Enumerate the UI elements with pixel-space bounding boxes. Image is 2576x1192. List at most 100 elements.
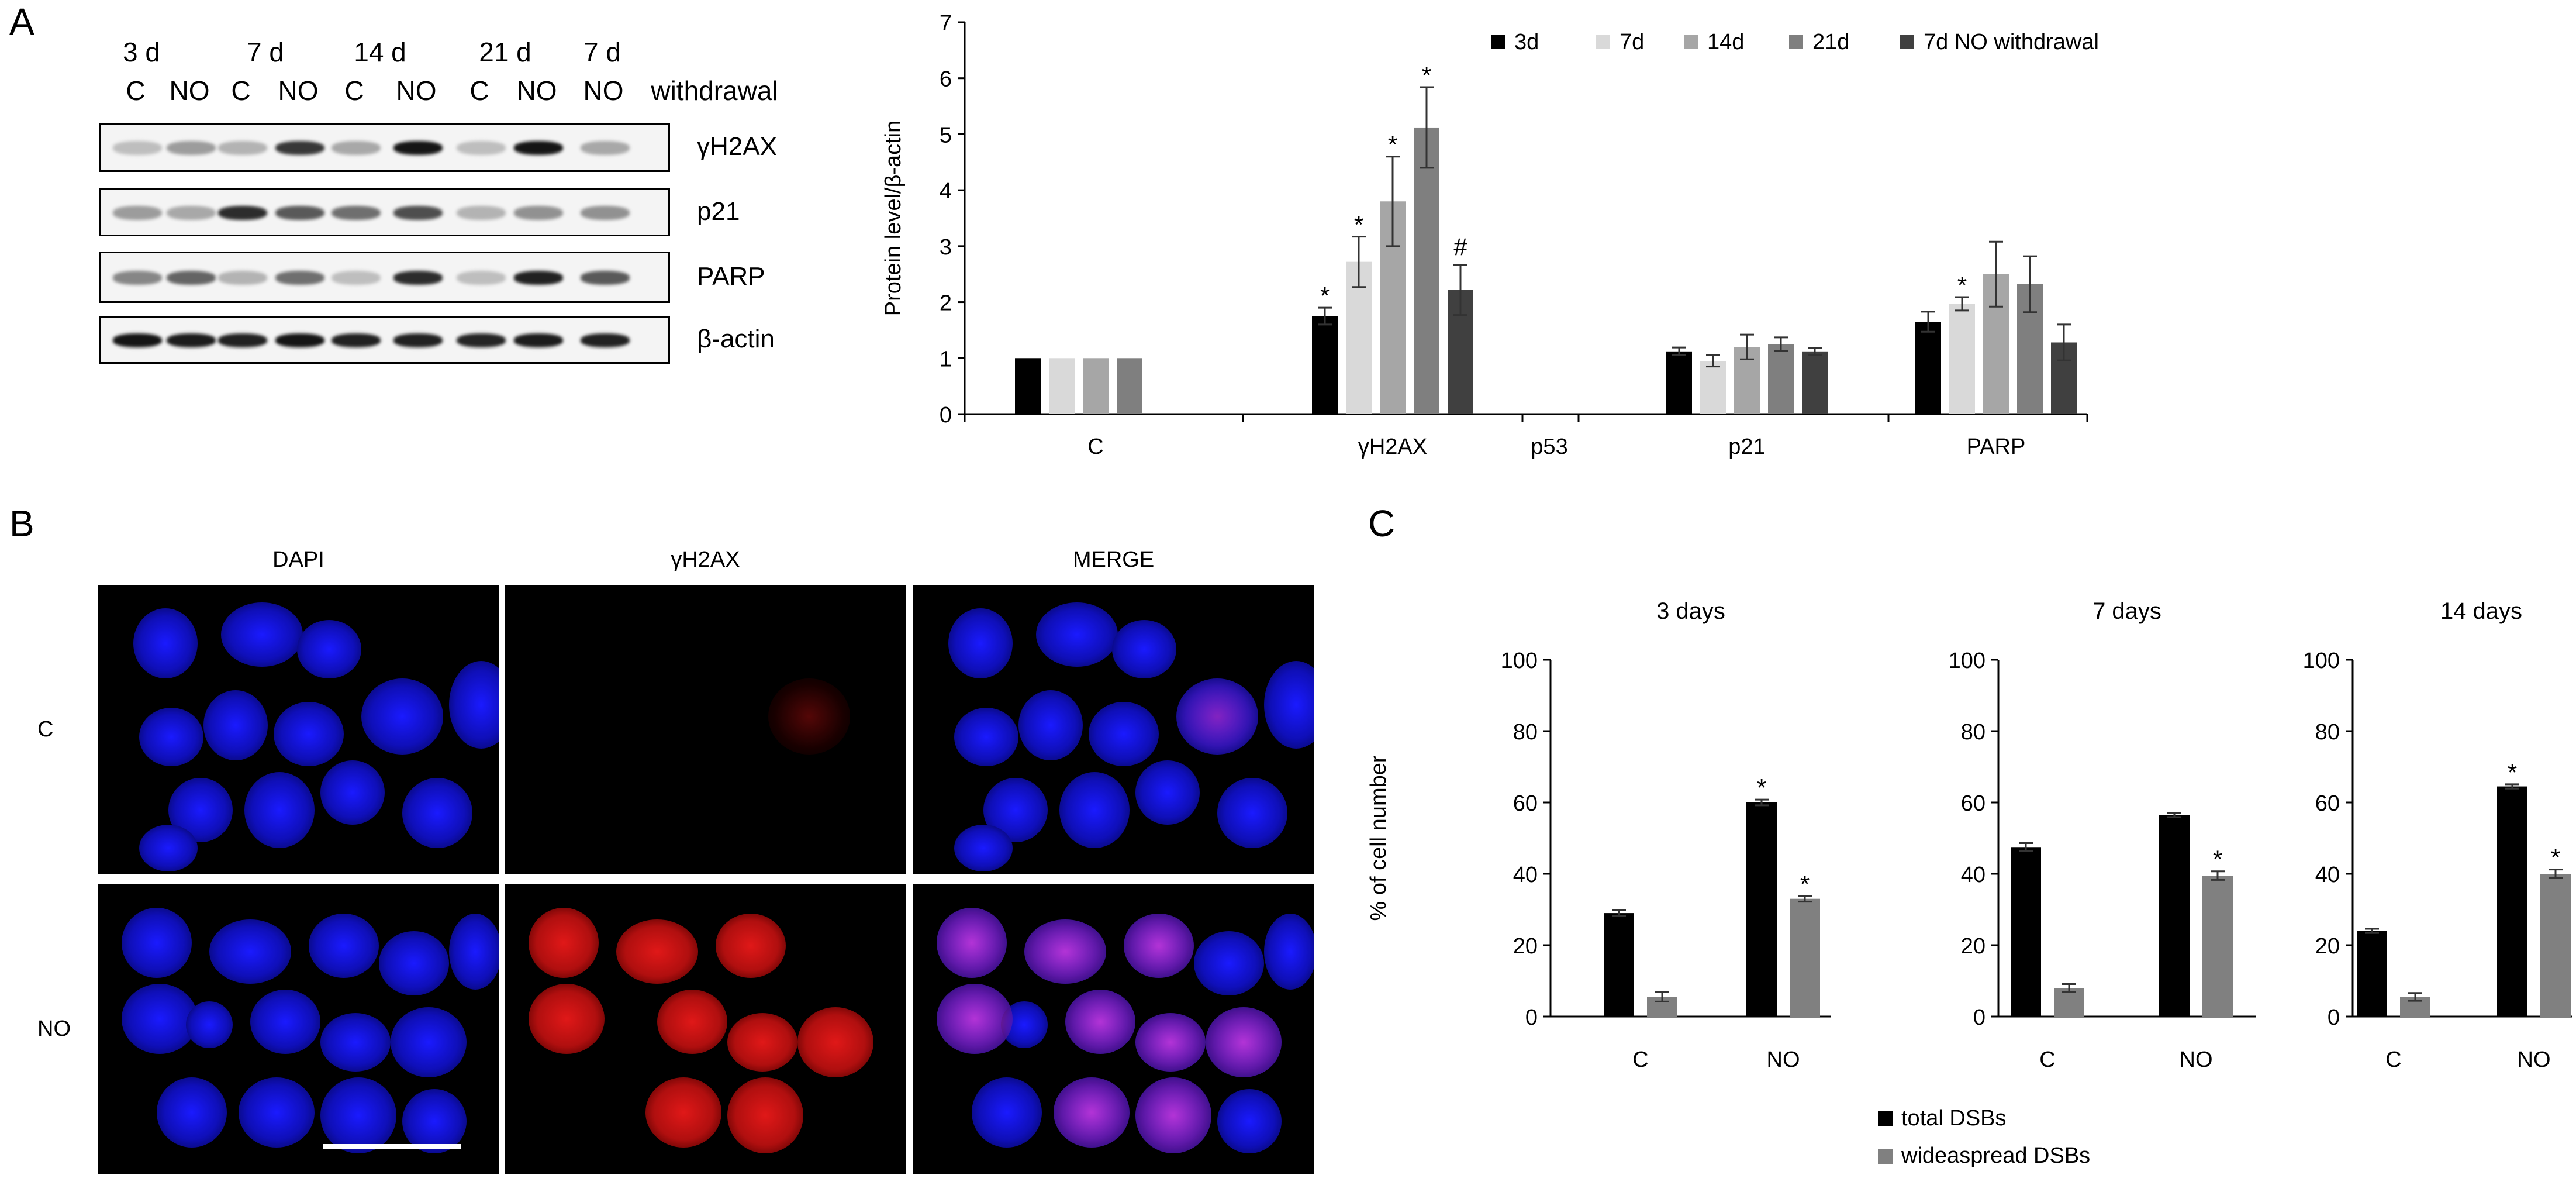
y-tick-label: 80 [2315, 720, 2340, 745]
nucleus [139, 708, 203, 766]
nucleus [449, 914, 499, 990]
nucleus [1089, 702, 1159, 766]
significance-mark: * [2508, 759, 2517, 786]
y-tick-label: 100 [1949, 649, 1985, 673]
merge-signal [1135, 1013, 1206, 1072]
blot-band [581, 333, 630, 347]
blot-band [457, 141, 506, 155]
blot-band [218, 333, 267, 347]
blot-band [275, 333, 324, 347]
x-tick-label: p53 [1531, 435, 1567, 459]
blot-band [167, 206, 216, 220]
blot-withdrawal-label: withdrawal [651, 75, 778, 106]
blot-band [581, 271, 630, 285]
nucleus [221, 602, 303, 667]
significance-mark: * [2551, 844, 2560, 871]
blot-band [218, 206, 267, 220]
legend-label: 7d [1620, 30, 1644, 54]
merge-signal [1135, 1077, 1211, 1153]
y-tick-label: 60 [1961, 791, 1985, 816]
blot-band [332, 271, 381, 285]
blot-band [393, 333, 443, 347]
dsb-percentage-charts: 0 20 40 60 80 100 C NO * * % of cell number 3 days 0… [1368, 598, 2572, 1168]
micrograph-h2ax-c [505, 585, 906, 874]
blot-band [218, 271, 267, 285]
merge-signal [937, 908, 1007, 978]
x-tick-label: γH2AX [1358, 435, 1427, 459]
significance-mark: * [2213, 846, 2222, 873]
blot-condition-label: C [231, 75, 251, 106]
blot-band [393, 206, 443, 220]
foci-signal [727, 1077, 803, 1153]
micrograph-column-title: γH2AX [671, 547, 740, 572]
nucleus [309, 914, 379, 978]
micrograph-merge-no [913, 884, 1314, 1174]
legend-label: 14d [1707, 30, 1744, 54]
foci-signal [716, 914, 786, 978]
merge-signal [1054, 1077, 1130, 1148]
nucleus [402, 1089, 467, 1153]
bar [1604, 913, 1634, 1017]
bar [2159, 815, 2190, 1017]
bar [1746, 802, 1777, 1017]
blot-band [457, 206, 506, 220]
x-tick-label: PARP [1967, 435, 2026, 459]
bar [1802, 351, 1828, 414]
legend-label: 7d NO withdrawal [1924, 30, 2099, 54]
nucleus [209, 919, 291, 984]
significance-mark: * [1354, 211, 1363, 239]
legend-swatch [1596, 35, 1610, 49]
y-tick-label: 0 [940, 403, 952, 428]
foci-signal [657, 990, 727, 1054]
blot-band [332, 206, 381, 220]
bar [2202, 876, 2233, 1017]
y-axis-label: Protein level/β-actin [881, 120, 906, 316]
blot-band [393, 271, 443, 285]
blot-band [514, 333, 563, 347]
x-tick-label: C [1632, 1048, 1648, 1072]
blot-band [514, 206, 563, 220]
nucleus [1217, 778, 1287, 848]
x-tick-label: C [1087, 435, 1103, 459]
blot-condition-label: C [469, 75, 489, 106]
chart-title: 3 days [1656, 598, 1725, 624]
nucleus [244, 772, 315, 848]
bar [1117, 358, 1142, 414]
y-tick-label: 100 [2303, 649, 2340, 673]
y-tick-label: 1 [940, 347, 952, 371]
blot-condition-label: NO [278, 75, 319, 106]
significance-mark: * [1388, 131, 1397, 159]
blot-band [167, 271, 216, 285]
y-tick-label: 20 [2315, 934, 2340, 959]
nucleus [1264, 914, 1314, 990]
blot-condition-label: C [344, 75, 364, 106]
legend-label: 3d [1514, 30, 1539, 54]
significance-mark: * [1320, 282, 1330, 309]
blot-strip-actin [99, 316, 670, 364]
significance-mark: * [1957, 271, 1967, 299]
y-tick-label: 60 [2315, 791, 2340, 816]
chart-title: 14 days [2440, 598, 2522, 624]
nucleus [1217, 1089, 1282, 1153]
bar [2497, 786, 2527, 1017]
y-tick-label: 0 [1973, 1005, 1985, 1030]
nucleus [157, 1077, 227, 1148]
blot-time-label: 7 d [247, 37, 284, 67]
bar [1083, 358, 1109, 414]
nucleus [122, 908, 192, 978]
nucleus [402, 778, 472, 848]
legend-swatch [1789, 35, 1803, 49]
nucleus [1036, 602, 1118, 667]
y-tick-label: 100 [1501, 649, 1538, 673]
protein-level-bar-chart: 0 1 2 3 4 5 6 7 C γH2AX * * * * # p53 p21 PARP * Protein le… [881, 11, 2099, 459]
significance-mark: * [1422, 61, 1431, 89]
y-axis-label: % of cell number [1368, 755, 1391, 921]
micrograph-row-label: C [37, 716, 54, 742]
y-tick-label: 40 [2315, 863, 2340, 887]
blot-time-label: 7 d [583, 37, 621, 67]
bar [2357, 931, 2387, 1017]
blot-band [514, 141, 563, 155]
y-tick-label: 80 [1513, 720, 1538, 745]
x-tick-label: NO [2180, 1048, 2213, 1072]
nucleus [133, 608, 198, 678]
